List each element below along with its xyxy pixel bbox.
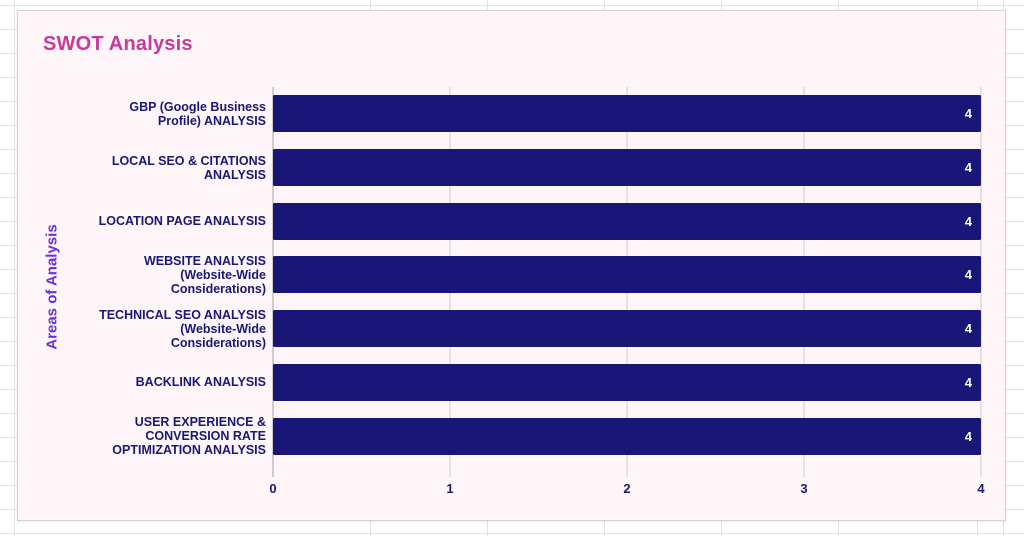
bar-value-label: 4 — [964, 321, 972, 337]
category-labels: GBP (Google Business Profile) ANALYSIS LO… — [24, 87, 266, 463]
bar: 4 — [273, 256, 981, 294]
x-tick-label: 1 — [446, 481, 454, 496]
chart-container[interactable]: SWOT Analysis Areas of Analysis GBP (Goo… — [17, 10, 1006, 521]
category-label: LOCATION PAGE ANALYSIS — [98, 214, 266, 229]
category-label: USER EXPERIENCE & CONVERSION RATE OPTIMI… — [112, 415, 266, 458]
bar: 4 — [273, 363, 981, 401]
category-label: GBP (Google Business Profile) ANALYSIS — [129, 99, 266, 128]
bar-value-label: 4 — [964, 213, 972, 229]
bar: 4 — [273, 310, 981, 348]
bar: 4 — [273, 95, 981, 133]
sheet-column-line — [14, 0, 15, 536]
category-label: WEBSITE ANALYSIS (Website-Wide Considera… — [143, 253, 266, 296]
gridline — [980, 87, 982, 477]
category-label: LOCAL SEO & CITATIONS ANALYSIS — [111, 153, 266, 182]
x-axis: 0 1 2 3 4 — [269, 481, 985, 499]
category-label: BACKLINK ANALYSIS — [135, 375, 266, 390]
x-tick-label: 0 — [269, 481, 277, 496]
bar-value-label: 4 — [964, 374, 972, 390]
bar-row: 4 — [273, 356, 981, 410]
bar-row: 4 — [273, 409, 981, 463]
bar-row: 4 — [273, 194, 981, 248]
bar-row: 4 — [273, 141, 981, 195]
bar-value-label: 4 — [964, 160, 972, 176]
category-label: TECHNICAL SEO ANALYSIS (Website-Wide Con… — [99, 307, 266, 350]
bar-value-label: 4 — [964, 428, 972, 444]
plot-area: 4 4 4 4 4 4 4 — [272, 87, 982, 477]
x-tick-label: 3 — [800, 481, 808, 496]
bar-row: 4 — [273, 248, 981, 302]
bar-row: 4 — [273, 87, 981, 141]
bar-value-label: 4 — [964, 106, 972, 122]
x-tick-label: 2 — [623, 481, 631, 496]
bars-area: 4 4 4 4 4 4 4 — [273, 87, 981, 463]
chart-title: SWOT Analysis — [43, 33, 193, 55]
x-tick-label: 4 — [977, 481, 985, 496]
bar: 4 — [273, 202, 981, 240]
bar: 4 — [273, 417, 981, 455]
bar-row: 4 — [273, 302, 981, 356]
bar-value-label: 4 — [964, 267, 972, 283]
bar: 4 — [273, 149, 981, 187]
